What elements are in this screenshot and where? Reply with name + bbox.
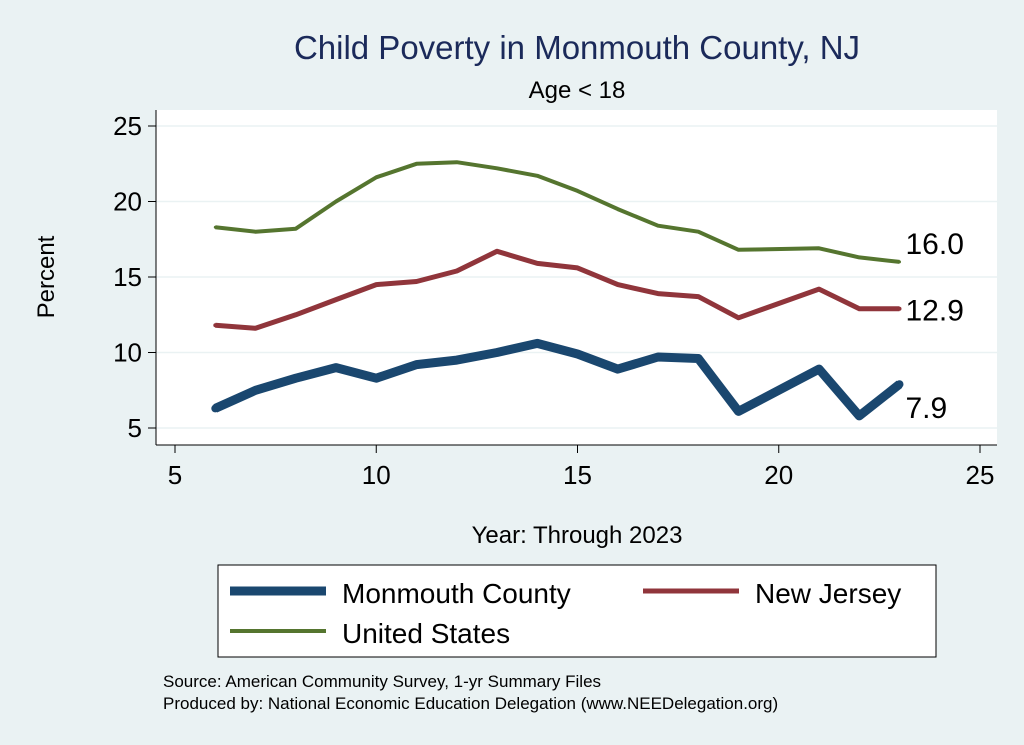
data-point-monmouth-county bbox=[613, 365, 622, 374]
axes: 5 10 15 20 25 5 10 15 20 25 bbox=[113, 110, 997, 490]
end-labels: 7.9 12.9 16.0 bbox=[906, 228, 964, 425]
x-axis-label: Year: Through 2023 bbox=[472, 522, 683, 549]
data-point-new-jersey bbox=[334, 297, 338, 302]
data-point-new-jersey bbox=[495, 249, 499, 254]
y-tick-label: 15 bbox=[113, 262, 142, 292]
end-label-united-states: 16.0 bbox=[906, 228, 964, 261]
legend-items: Monmouth County New Jersey United States bbox=[230, 578, 901, 649]
data-point-monmouth-county bbox=[895, 380, 904, 389]
data-point-new-jersey bbox=[656, 291, 660, 296]
data-point-united-states bbox=[294, 227, 298, 231]
data-point-united-states bbox=[737, 248, 740, 252]
data-point-united-states bbox=[696, 230, 700, 234]
data-point-new-jersey bbox=[454, 269, 459, 273]
data-point-united-states bbox=[898, 260, 901, 264]
legend bbox=[217, 564, 937, 658]
y-tick-label: 20 bbox=[113, 187, 142, 217]
data-point-new-jersey bbox=[575, 265, 580, 270]
y-tick-label: 5 bbox=[128, 413, 142, 443]
data-point-new-jersey bbox=[213, 323, 218, 328]
data-point-united-states bbox=[857, 255, 861, 259]
data-point-new-jersey bbox=[535, 261, 540, 266]
data-point-monmouth-county bbox=[734, 407, 743, 416]
data-point-monmouth-county bbox=[332, 363, 340, 372]
data-point-united-states bbox=[616, 207, 620, 211]
end-label-monmouth-county: 7.9 bbox=[906, 392, 948, 425]
data-point-monmouth-county bbox=[654, 353, 662, 361]
data-point-united-states bbox=[254, 230, 257, 234]
data-point-new-jersey bbox=[736, 315, 741, 320]
data-point-new-jersey bbox=[414, 279, 419, 284]
data-point-monmouth-county bbox=[211, 404, 220, 413]
data-point-monmouth-county bbox=[855, 411, 864, 420]
data-point-monmouth-county bbox=[372, 374, 381, 383]
y-axis-label: Percent bbox=[33, 235, 60, 318]
x-tick-label: 5 bbox=[168, 460, 182, 490]
data-point-united-states bbox=[495, 166, 499, 170]
x-tick-label: 25 bbox=[966, 460, 995, 490]
data-point-monmouth-county bbox=[694, 354, 703, 363]
data-point-united-states bbox=[455, 160, 459, 164]
data-point-monmouth-county bbox=[533, 339, 542, 348]
y-tick-label: 10 bbox=[113, 338, 142, 368]
legend-label-united-states: United States bbox=[342, 618, 510, 649]
data-point-monmouth-county bbox=[412, 360, 421, 369]
chart-subtitle: Age < 18 bbox=[529, 77, 626, 104]
data-point-new-jersey bbox=[374, 282, 379, 287]
data-point-monmouth-county bbox=[452, 356, 461, 365]
data-point-united-states bbox=[576, 189, 579, 193]
data-point-united-states bbox=[213, 225, 217, 229]
data-point-new-jersey bbox=[696, 294, 701, 299]
data-point-new-jersey bbox=[817, 287, 821, 292]
data-point-united-states bbox=[817, 246, 821, 250]
y-tick-label: 25 bbox=[113, 111, 142, 141]
x-tick-label: 15 bbox=[563, 460, 592, 490]
data-point-united-states bbox=[334, 200, 338, 203]
data-point-united-states bbox=[415, 162, 418, 166]
data-point-united-states bbox=[374, 175, 378, 179]
legend-label-new-jersey: New Jersey bbox=[755, 578, 901, 609]
x-tick-label: 20 bbox=[764, 460, 793, 490]
series-layer bbox=[211, 160, 904, 421]
data-point-new-jersey bbox=[253, 326, 258, 331]
data-point-united-states bbox=[535, 174, 539, 178]
data-point-new-jersey bbox=[897, 306, 902, 311]
data-point-new-jersey bbox=[293, 312, 298, 317]
end-label-new-jersey: 12.9 bbox=[906, 295, 964, 328]
produced-by-note: Produced by: National Economic Education… bbox=[163, 694, 778, 713]
chart-title: Child Poverty in Monmouth County, NJ bbox=[294, 29, 860, 66]
legend-label-monmouth-county: Monmouth County bbox=[342, 578, 571, 609]
data-point-united-states bbox=[656, 224, 660, 228]
data-point-new-jersey bbox=[857, 306, 862, 311]
x-tick-label: 10 bbox=[362, 460, 391, 490]
data-point-monmouth-county bbox=[493, 348, 501, 357]
data-point-monmouth-county bbox=[251, 386, 260, 395]
data-point-monmouth-county bbox=[573, 350, 582, 358]
source-note: Source: American Community Survey, 1-yr … bbox=[163, 672, 601, 691]
data-point-monmouth-county bbox=[291, 374, 300, 383]
data-point-new-jersey bbox=[615, 282, 620, 287]
data-point-monmouth-county bbox=[815, 365, 823, 374]
